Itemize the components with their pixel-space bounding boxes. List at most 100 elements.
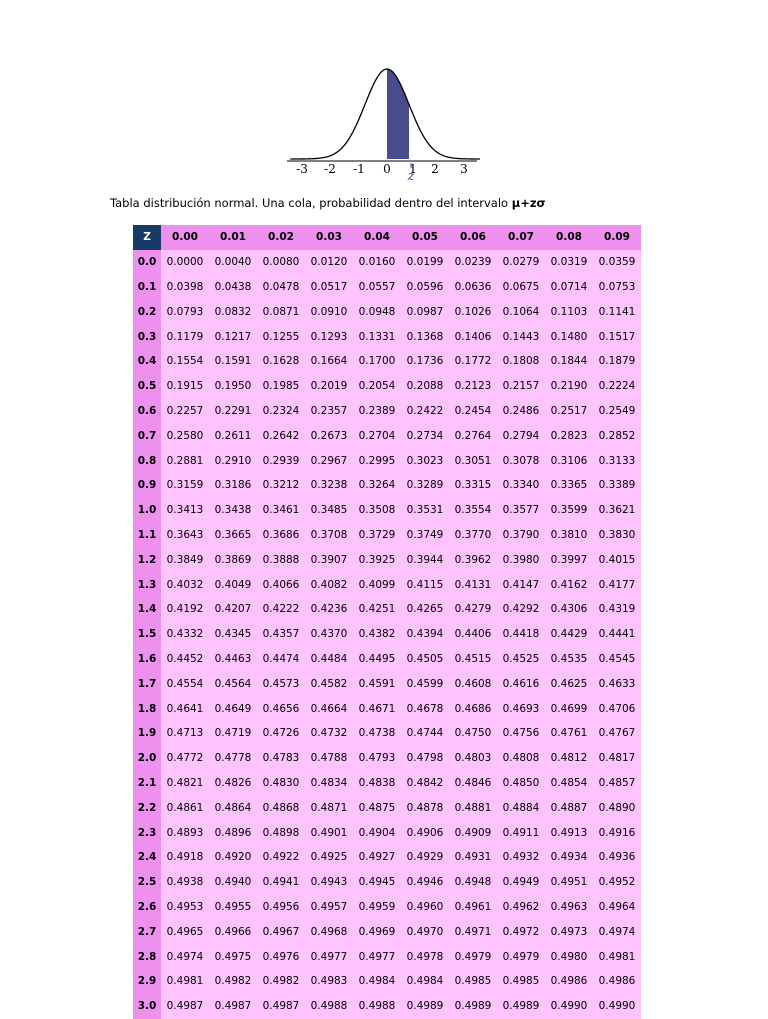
table-row: 1.5 0.4332 0.4345 0.4357 0.4370 0.4382 0.4394 0…: [133, 621, 641, 647]
probability-cell: 0.4901: [305, 820, 353, 845]
probability-cell: 0.4265: [401, 596, 449, 622]
probability-cell: 0.1217: [209, 324, 257, 349]
probability-cell: 0.4871: [305, 795, 353, 821]
probability-cell: 0.3389: [593, 472, 641, 498]
probability-cell: 0.4664: [305, 696, 353, 721]
probability-cell: 0.0359: [593, 249, 641, 275]
probability-cell: 0.1700: [353, 348, 401, 374]
table-row: 1.9 0.4713 0.4719 0.4726 0.4732 0.4738 0.4744 0…: [133, 720, 641, 746]
probability-cell: 0.2019: [305, 373, 353, 399]
probability-cell: 0.4945: [353, 869, 401, 895]
probability-cell: 0.4976: [257, 944, 305, 969]
probability-cell: 0.4678: [401, 696, 449, 721]
probability-cell: 0.3888: [257, 547, 305, 573]
probability-cell: 0.3962: [449, 547, 497, 573]
probability-cell: 0.0120: [305, 249, 353, 275]
row-z-value: 2.6: [133, 894, 161, 920]
probability-cell: 0.4370: [305, 621, 353, 647]
probability-cell: 0.3944: [401, 547, 449, 573]
probability-cell: 0.3023: [401, 448, 449, 473]
probability-cell: 0.4968: [305, 919, 353, 945]
probability-cell: 0.4916: [593, 820, 641, 845]
probability-cell: 0.1915: [161, 373, 209, 399]
probability-cell: 0.4887: [545, 795, 593, 821]
caption-formula: μ+zσ: [511, 196, 546, 210]
probability-cell: 0.2549: [593, 398, 641, 424]
table-row: 0.4 0.1554 0.1591 0.1628 0.1664 0.1700 0.1736 0…: [133, 348, 641, 374]
probability-cell: 0.2939: [257, 448, 305, 473]
probability-cell: 0.4207: [209, 596, 257, 622]
probability-cell: 0.4484: [305, 646, 353, 672]
probability-cell: 0.3051: [449, 448, 497, 473]
probability-cell: 0.4713: [161, 720, 209, 746]
probability-cell: 0.4875: [353, 795, 401, 821]
probability-cell: 0.4981: [161, 968, 209, 994]
probability-cell: 0.4649: [209, 696, 257, 721]
column-header: 0.08: [545, 225, 593, 250]
probability-cell: 0.4963: [545, 894, 593, 920]
probability-cell: 0.4772: [161, 745, 209, 771]
probability-cell: 0.4960: [401, 894, 449, 920]
probability-cell: 0.4608: [449, 671, 497, 697]
probability-cell: 0.4099: [353, 572, 401, 597]
probability-cell: 0.1772: [449, 348, 497, 374]
probability-cell: 0.3599: [545, 497, 593, 523]
probability-cell: 0.3508: [353, 497, 401, 523]
column-header: 0.06: [449, 225, 497, 250]
probability-cell: 0.3133: [593, 448, 641, 473]
probability-cell: 0.4980: [545, 944, 593, 969]
probability-cell: 0.1480: [545, 324, 593, 349]
probability-cell: 0.4826: [209, 770, 257, 796]
row-z-value: 1.4: [133, 596, 161, 622]
caption-text: Tabla distribución normal. Una cola, pro…: [110, 196, 512, 210]
table-row: 1.0 0.3413 0.3438 0.3461 0.3485 0.3508 0.3531 0…: [133, 497, 641, 523]
probability-cell: 0.4896: [209, 820, 257, 845]
row-z-value: 1.6: [133, 646, 161, 672]
normal-distribution-figure: -3 -2 -1 0 1 2 3 z: [287, 68, 480, 182]
probability-cell: 0.4946: [401, 869, 449, 895]
probability-cell: 0.4306: [545, 596, 593, 622]
row-z-value: 2.2: [133, 795, 161, 821]
probability-cell: 0.4686: [449, 696, 497, 721]
probability-cell: 0.4767: [593, 720, 641, 746]
probability-cell: 0.4956: [257, 894, 305, 920]
probability-cell: 0.4147: [497, 572, 545, 597]
probability-cell: 0.4564: [209, 671, 257, 697]
probability-cell: 0.4990: [593, 993, 641, 1019]
probability-cell: 0.3289: [401, 472, 449, 498]
probability-cell: 0.4969: [353, 919, 401, 945]
row-z-value: 0.9: [133, 472, 161, 498]
probability-cell: 0.4830: [257, 770, 305, 796]
probability-cell: 0.4989: [401, 993, 449, 1019]
probability-cell: 0.1103: [545, 299, 593, 325]
row-z-value: 3.0: [133, 993, 161, 1019]
probability-cell: 0.4656: [257, 696, 305, 721]
table-body: 0.0 0.0000 0.0040 0.0080 0.0120 0.0160 0.0199 0…: [133, 249, 641, 1019]
probability-cell: 0.4812: [545, 745, 593, 771]
column-header: 0.01: [209, 225, 257, 250]
probability-cell: 0.4788: [305, 745, 353, 771]
probability-cell: 0.1443: [497, 324, 545, 349]
probability-cell: 0.2611: [209, 423, 257, 449]
probability-cell: 0.0871: [257, 299, 305, 325]
probability-cell: 0.0714: [545, 274, 593, 300]
row-z-value: 1.8: [133, 696, 161, 721]
probability-cell: 0.4974: [161, 944, 209, 969]
probability-cell: 0.4345: [209, 621, 257, 647]
probability-cell: 0.2088: [401, 373, 449, 399]
probability-cell: 0.1179: [161, 324, 209, 349]
probability-cell: 0.4929: [401, 844, 449, 870]
probability-cell: 0.4971: [449, 919, 497, 945]
probability-cell: 0.4911: [497, 820, 545, 845]
probability-cell: 0.4962: [497, 894, 545, 920]
probability-cell: 0.4693: [497, 696, 545, 721]
probability-cell: 0.3869: [209, 547, 257, 573]
probability-cell: 0.4463: [209, 646, 257, 672]
probability-cell: 0.2324: [257, 398, 305, 424]
probability-cell: 0.3340: [497, 472, 545, 498]
column-header: 0.02: [257, 225, 305, 250]
probability-cell: 0.2881: [161, 448, 209, 473]
probability-cell: 0.3925: [353, 547, 401, 573]
probability-cell: 0.4850: [497, 770, 545, 796]
probability-cell: 0.2995: [353, 448, 401, 473]
